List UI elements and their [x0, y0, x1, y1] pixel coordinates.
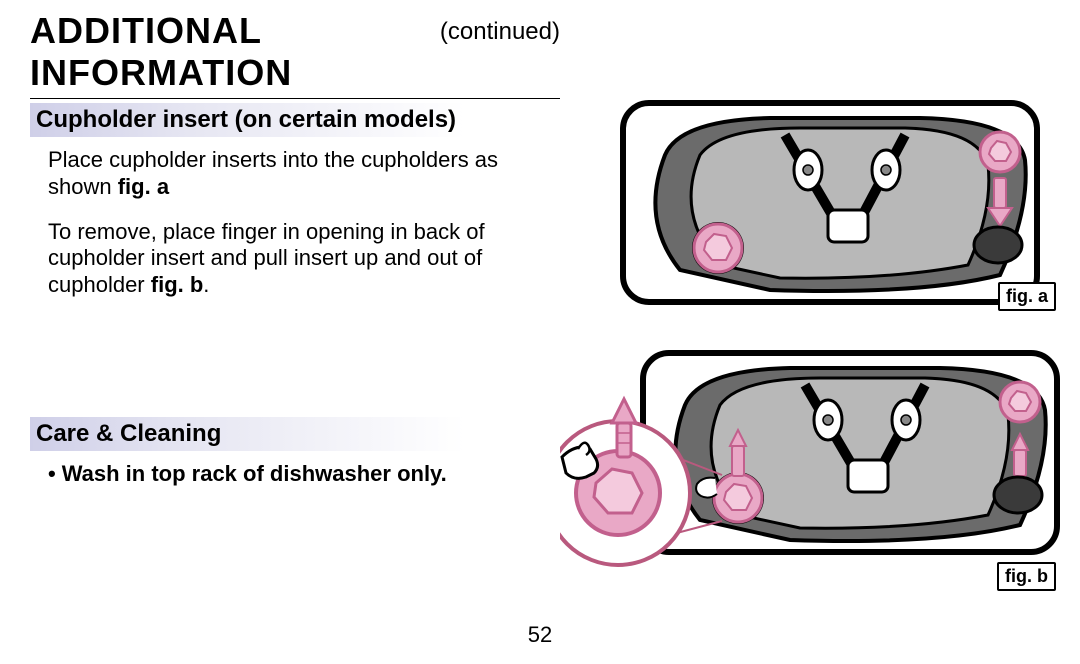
section-bar-cupholder: Cupholder insert (on certain models) — [30, 103, 560, 137]
section-heading-2: Care & Cleaning — [36, 420, 221, 448]
page-title: ADDITIONAL INFORMATION — [30, 10, 422, 94]
figure-b-label: fig. b — [997, 562, 1056, 591]
bullet-icon: • — [48, 461, 56, 487]
p2-figref: fig. b — [151, 272, 204, 297]
page-number: 52 — [30, 622, 1050, 648]
figure-a-svg — [620, 100, 1040, 305]
p2-period: . — [203, 272, 209, 297]
figure-a: fig. a — [620, 100, 1050, 305]
figure-a-label: fig. a — [998, 282, 1056, 311]
care-item-1: Wash in top rack of dishwasher only. — [62, 461, 447, 487]
p1-figref: fig. a — [118, 174, 169, 199]
section-bar-care: Care & Cleaning — [30, 417, 560, 451]
body-text-1: Place cupholder inserts into the cuphold… — [48, 147, 528, 299]
p2-text: To remove, place finger in opening in ba… — [48, 219, 485, 298]
p1-text: Place cupholder inserts into the cuphold… — [48, 147, 498, 199]
section-heading-1: Cupholder insert (on certain models) — [36, 106, 456, 134]
figure-b-svg — [560, 325, 1060, 585]
figure-b: fig. b — [560, 325, 1050, 585]
continued-label: (continued) — [440, 18, 560, 46]
care-bullet-row: • Wash in top rack of dishwasher only. — [48, 461, 560, 487]
title-rule — [30, 98, 560, 99]
